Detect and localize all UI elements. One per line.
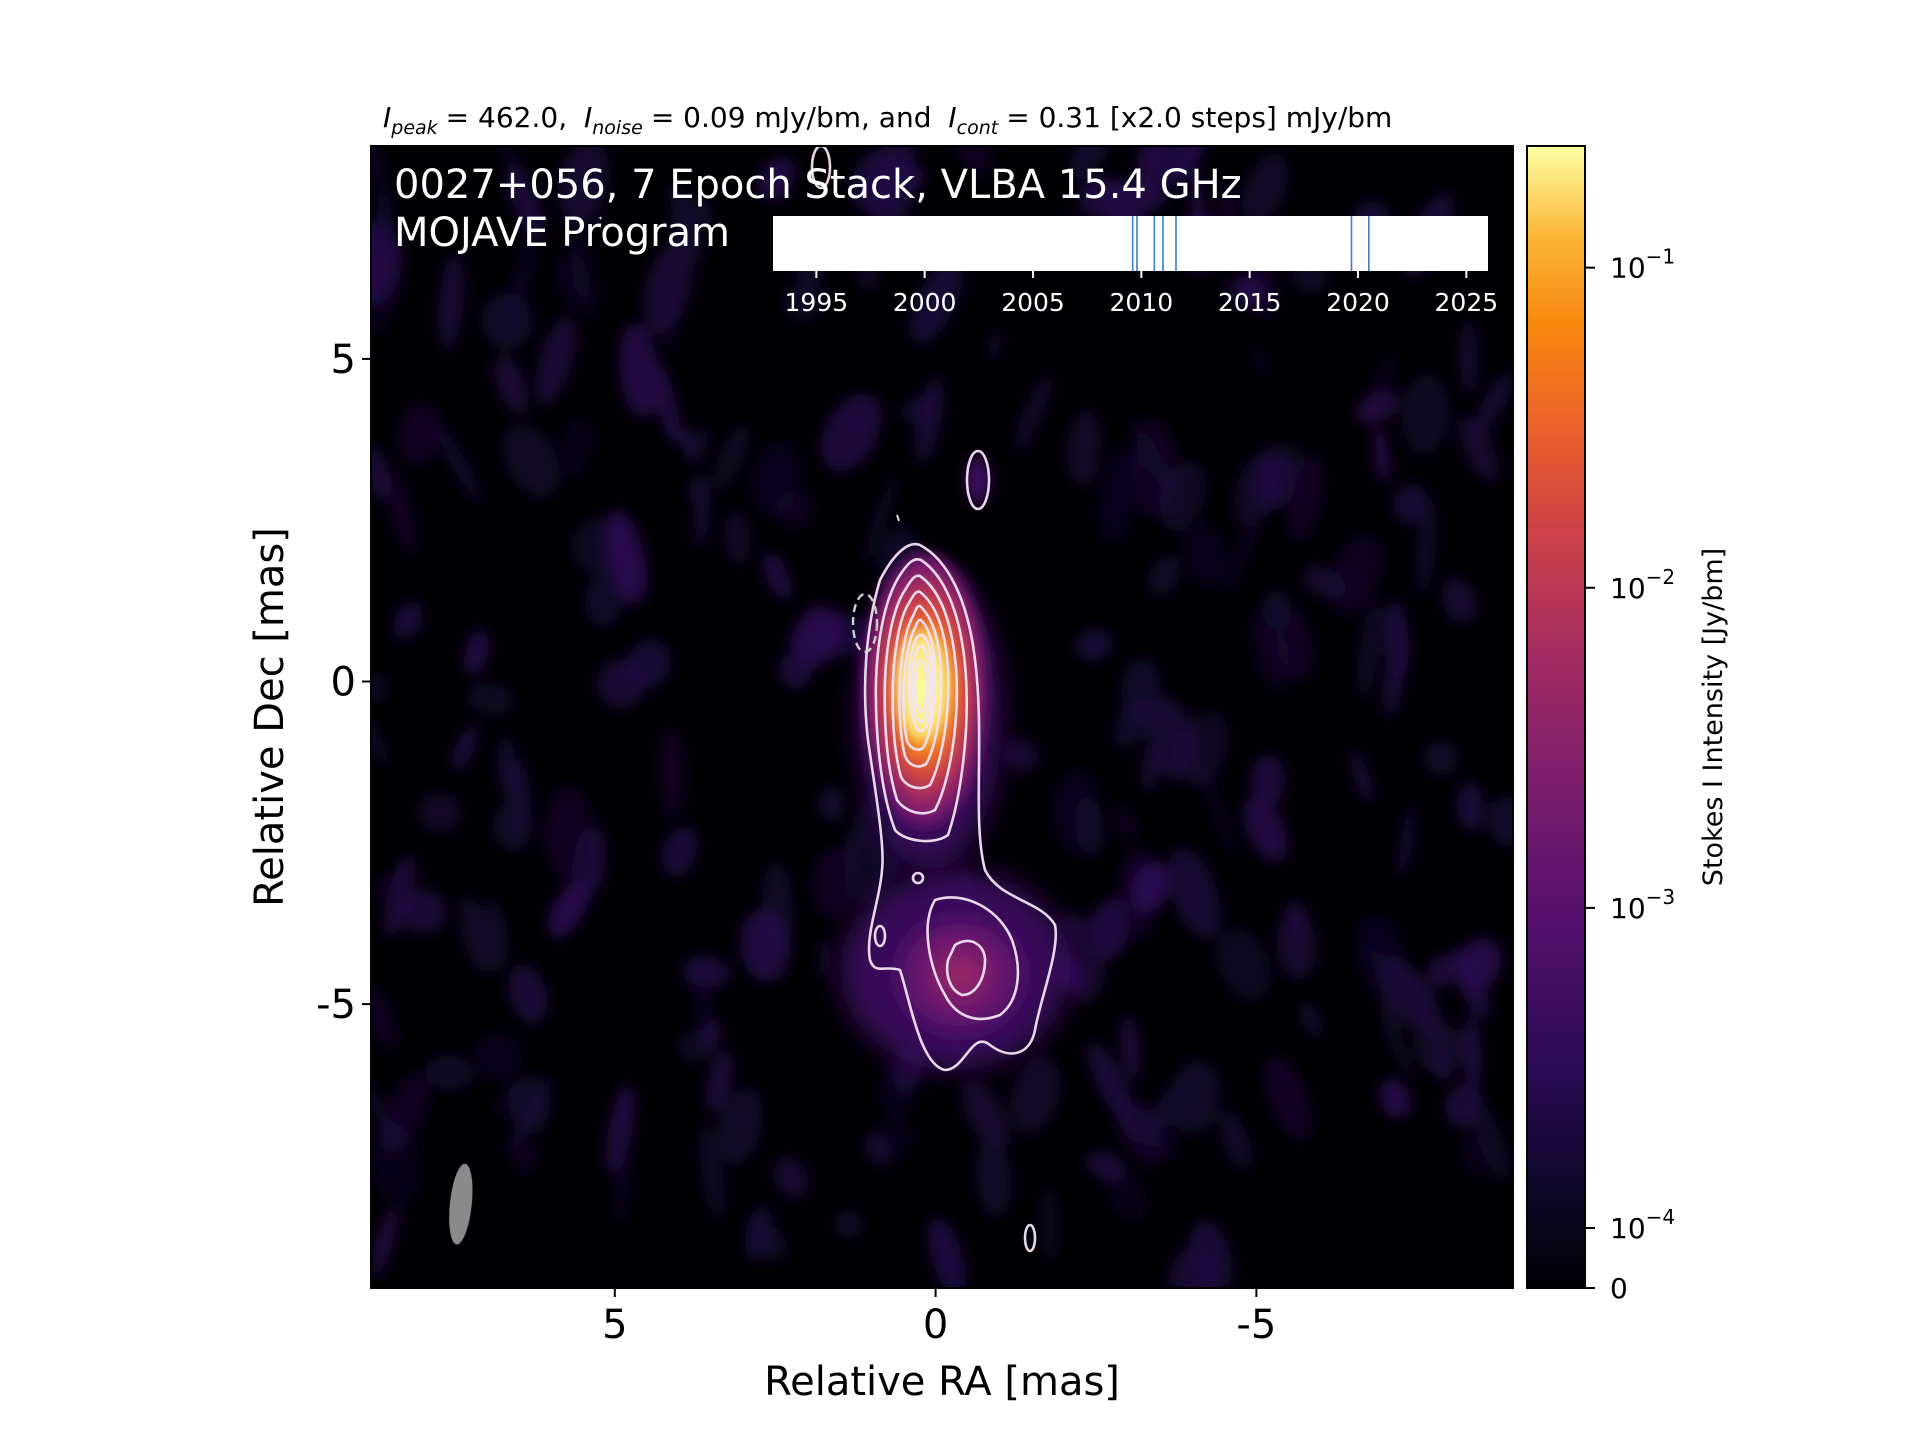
y-tick-label: 5 — [331, 337, 356, 383]
colorbar-ticks: 10−1 10−2 10−3 10−4 0 — [1585, 245, 1675, 1305]
colorbar-tick-label: 0 — [1610, 1272, 1628, 1305]
epoch-markers — [1131, 216, 1370, 271]
epoch-tick-label: 2025 — [1435, 288, 1499, 317]
epoch-tick-label: 2010 — [1110, 288, 1174, 317]
y-tick-label: 0 — [331, 660, 356, 706]
colorbar: 10−1 10−2 10−3 10−4 0 Stokes I Intensity [Jy… — [1526, 145, 1729, 1305]
source-label: 0027+056, 7 Epoch Stack, VLBA 15.4 GHz — [394, 162, 1242, 208]
colorbar-gradient — [1526, 145, 1586, 1289]
colorbar-label: Stokes I Intensity [Jy/bm] — [1698, 548, 1729, 886]
negative-contour — [851, 592, 879, 654]
epoch-tick-label: 1995 — [785, 288, 849, 317]
y-axis: 5 0 -5 — [316, 337, 371, 1028]
image-panel: 0027+056, 7 Epoch Stack, VLBA 15.4 GHz M… — [371, 146, 1513, 1288]
colorbar-tick-label: 10−1 — [1610, 245, 1675, 285]
epoch-axis: 1995 2000 2005 2010 2015 2020 2025 — [785, 271, 1499, 317]
x-tick-label: 5 — [602, 1302, 627, 1348]
contour-lines — [599, 146, 1058, 1253]
colorbar-tick-label: 10−3 — [1610, 885, 1675, 925]
noise-texture — [371, 146, 1513, 1288]
x-tick-label: -5 — [1236, 1302, 1276, 1348]
epoch-tick-label: 2000 — [893, 288, 957, 317]
epoch-tick-label: 2005 — [1001, 288, 1065, 317]
chart-title: Ipeak = 462.0, Inoise = 0.09 mJy/bm, and I… — [383, 101, 1392, 139]
colorbar-tick-label: 10−4 — [1610, 1205, 1675, 1245]
epoch-timeline-bar — [773, 216, 1488, 271]
x-axis-label: Relative RA [mas] — [764, 1359, 1120, 1405]
colorbar-tick-label: 10−2 — [1610, 565, 1675, 605]
y-tick-label: -5 — [316, 982, 356, 1028]
x-axis: 5 0 -5 — [602, 1288, 1276, 1348]
epoch-tick-label: 2020 — [1326, 288, 1390, 317]
epoch-timeline: 1995 2000 2005 2010 2015 2020 2025 — [773, 216, 1498, 317]
x-tick-label: 0 — [923, 1302, 948, 1348]
y-axis-label: Relative Dec [mas] — [247, 527, 293, 907]
epoch-tick-label: 2015 — [1218, 288, 1282, 317]
plot-frame — [370, 145, 1514, 1289]
beam-ellipse — [449, 1163, 473, 1245]
program-label: MOJAVE Program — [394, 210, 730, 256]
